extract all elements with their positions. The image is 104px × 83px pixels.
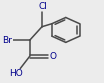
Text: Cl: Cl — [38, 2, 47, 11]
Text: HO: HO — [9, 69, 23, 78]
Text: Br: Br — [3, 36, 12, 45]
Text: O: O — [50, 52, 57, 61]
